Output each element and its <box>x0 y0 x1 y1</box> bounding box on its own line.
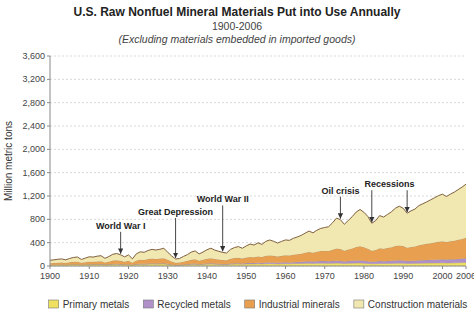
legend-label: Industrial minerals <box>259 299 340 310</box>
legend-swatch <box>143 300 153 308</box>
annotation-arrow <box>120 232 121 254</box>
annotation-arrow <box>340 197 341 219</box>
x-tick-label: 1900 <box>40 271 60 281</box>
grid-line <box>50 79 466 80</box>
y-tick-label: 2,400 <box>22 121 45 131</box>
y-tick-label: 2,000 <box>22 144 45 154</box>
x-tick-label: 2006 <box>456 271 474 281</box>
x-tick-label: 1920 <box>118 271 138 281</box>
legend-label: Construction materials <box>368 299 467 310</box>
y-tick-label: 400 <box>30 238 45 248</box>
y-tick-label: 2,800 <box>22 98 45 108</box>
chart: U.S. Raw Nonfuel Mineral Materials Put i… <box>0 0 474 324</box>
legend-item: Recycled metals <box>143 299 230 310</box>
y-tick-label: 3,200 <box>22 74 45 84</box>
x-tick-label: 1940 <box>197 271 217 281</box>
x-tick-label: 2000 <box>432 271 452 281</box>
area-edge <box>50 184 466 260</box>
annotation-arrow <box>175 218 176 258</box>
legend-swatch <box>245 300 255 308</box>
x-tick-label: 1960 <box>275 271 295 281</box>
annotation-arrow <box>222 205 223 251</box>
x-tick-label: 1930 <box>158 271 178 281</box>
legend: Primary metals Recycled metals Industrial … <box>49 299 468 310</box>
annotation: World War II <box>197 194 249 204</box>
y-tick-label: 1,200 <box>22 191 45 201</box>
areas <box>50 184 466 266</box>
grid-line <box>50 172 466 173</box>
subtitle: (Excluding materials embedded in importe… <box>119 33 356 45</box>
legend-swatch <box>49 300 59 308</box>
annotation: Oil crisis <box>321 186 359 196</box>
legend-item: Construction materials <box>354 299 467 310</box>
subtitle: 1900-2006 <box>212 20 262 32</box>
x-tick-label: 1950 <box>236 271 256 281</box>
title: U.S. Raw Nonfuel Mineral Materials Put i… <box>74 5 401 19</box>
legend-label: Primary metals <box>63 299 130 310</box>
y-tick-label: 800 <box>30 214 45 224</box>
grid-line <box>50 266 466 267</box>
legend-label: Recycled metals <box>157 299 230 310</box>
annotation: Recessions <box>364 179 414 189</box>
grid-line <box>50 149 466 150</box>
annotation-arrow <box>407 190 408 212</box>
legend-swatch <box>354 300 364 308</box>
x-axis-line <box>50 266 466 267</box>
x-tick-label: 1970 <box>315 271 335 281</box>
y-tick-label: 0 <box>40 261 45 271</box>
annotation: World War I <box>96 221 146 231</box>
annotation-arrow <box>371 190 372 222</box>
legend-item: Primary metals <box>49 299 130 310</box>
x-tick-label: 1980 <box>354 271 374 281</box>
x-tick-label: 1990 <box>393 271 413 281</box>
y-tick-label: 3,600 <box>22 51 45 61</box>
legend-item: Industrial minerals <box>245 299 340 310</box>
grid-line <box>50 126 466 127</box>
x-tick-label: 1910 <box>79 271 99 281</box>
grid-line <box>50 56 466 57</box>
grid-line <box>50 196 466 197</box>
area <box>50 184 466 263</box>
annotation: Great Depression <box>138 207 213 217</box>
y-tick-label: 1,600 <box>22 168 45 178</box>
y-axis-label: Million metric tons <box>3 121 14 201</box>
y-axis-line <box>50 56 51 266</box>
grid-line <box>50 102 466 103</box>
